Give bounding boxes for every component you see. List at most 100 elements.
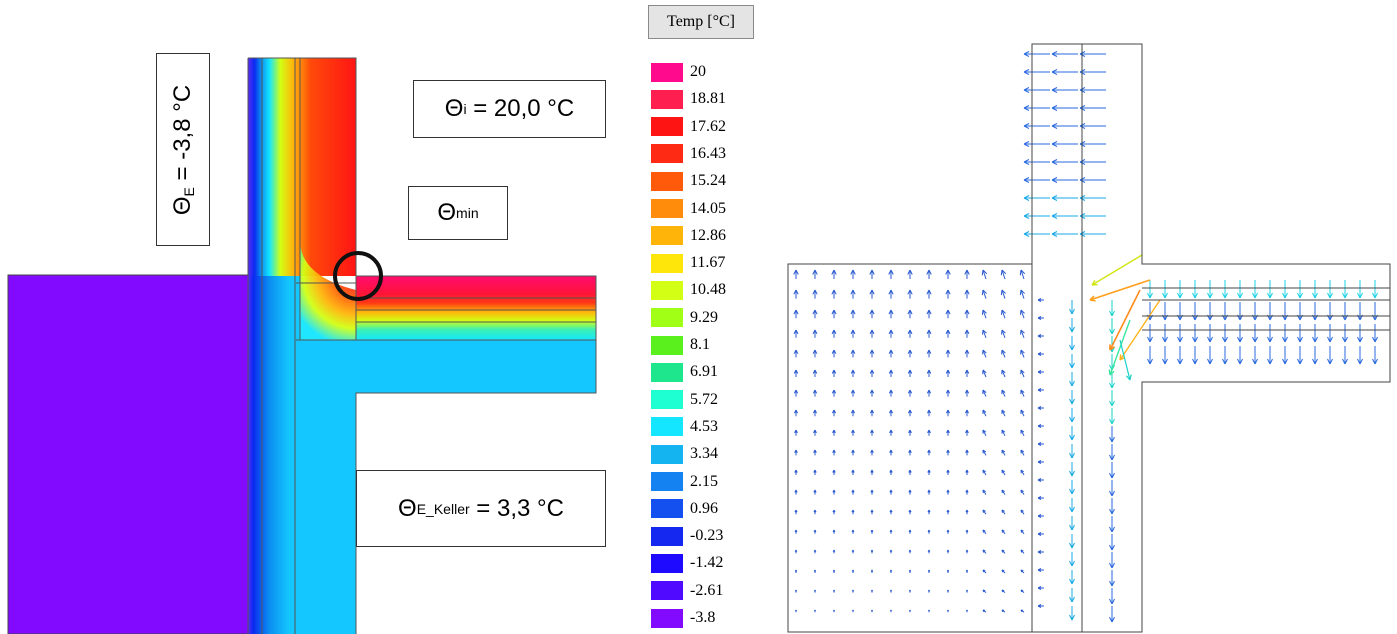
flux-arrow-head — [1037, 370, 1042, 374]
flux-arrow-head — [813, 589, 817, 592]
flux-arrow-head — [1109, 454, 1115, 461]
flux-arrow-head — [812, 349, 818, 354]
flux-arrow-head — [1237, 292, 1243, 299]
legend-item: 2.15 — [651, 472, 718, 492]
legend-item: 6.91 — [651, 362, 718, 382]
legend-label: 16.43 — [690, 144, 726, 162]
flux-arrow-head — [965, 449, 969, 453]
flux-arrow-head — [1327, 336, 1333, 343]
legend-label: 17.62 — [690, 117, 726, 135]
flux-arrow-head — [1282, 336, 1288, 343]
legend-label: -3.8 — [690, 609, 716, 626]
flux-arrow-head — [1023, 159, 1030, 165]
legend-label: 8.1 — [690, 336, 710, 353]
flux-arrow-head — [982, 349, 987, 355]
flux-arrow-head — [965, 469, 969, 473]
flux-arrow-head — [794, 449, 798, 453]
flux-arrow — [1119, 299, 1161, 361]
flux-arrow-head — [1207, 358, 1213, 365]
flux-arrow-head — [1019, 269, 1026, 276]
flux-arrow-head — [889, 469, 893, 473]
flux-arrow — [982, 389, 987, 397]
flux-arrow-head — [1023, 69, 1030, 75]
flux-arrow-head — [908, 429, 912, 434]
flux-arrow — [1020, 329, 1025, 338]
flux-arrow-head — [908, 569, 912, 572]
legend-swatch — [651, 117, 683, 137]
flux-arrow-head — [794, 469, 798, 473]
flux-arrow-head — [1252, 336, 1258, 343]
flux-arrow — [1020, 269, 1025, 280]
legend-swatch — [651, 390, 683, 410]
corner-zone — [300, 240, 356, 340]
flux-arrow-head — [832, 529, 836, 533]
flux-arrow-head — [793, 389, 799, 394]
flux-arrow — [1020, 369, 1025, 378]
flux-arrow-head — [794, 549, 798, 552]
legend-swatch — [651, 308, 683, 328]
flux-arrow-head — [813, 449, 817, 453]
flux-arrow-head — [964, 349, 970, 354]
flux-arrow-head — [1001, 489, 1005, 494]
flux-arrow-head — [794, 429, 798, 434]
flux-arrow-head — [1001, 529, 1005, 533]
flux-arrow-head — [1237, 336, 1243, 343]
flux-arrow-head — [888, 269, 894, 275]
flux-arrow-head — [1051, 195, 1058, 201]
flux-arrow-head — [1147, 358, 1153, 365]
flux-arrow-head — [1023, 141, 1030, 147]
flux-arrow-head — [926, 289, 932, 295]
flux-arrow-head — [833, 609, 835, 612]
flux-arrow-head — [1020, 369, 1025, 375]
flux-arrow — [1001, 269, 1006, 280]
flux-arrow-head — [908, 469, 912, 473]
flux-arrow-head — [908, 549, 912, 552]
flux-arrow-head — [981, 289, 987, 296]
flux-arrow — [1119, 339, 1131, 381]
flux-arrow-head — [926, 269, 932, 275]
flux-arrow-head — [888, 309, 894, 315]
flux-arrow-head — [812, 289, 818, 295]
flux-arrow-head — [1020, 329, 1025, 335]
flux-arrow-head — [813, 409, 817, 414]
flux-arrow-head — [1069, 614, 1075, 621]
flux-arrow-head — [946, 429, 950, 434]
flux-arrow-head — [965, 549, 969, 552]
flux-arrow-head — [946, 569, 950, 572]
flux-arrow-head — [1020, 469, 1025, 474]
flux-arrow-head — [907, 369, 913, 374]
theta-e-sub: E — [181, 186, 198, 196]
flux-arrow-head — [1089, 295, 1096, 302]
legend-item: 16.43 — [651, 144, 726, 164]
flux-arrow-head — [832, 569, 836, 572]
flux-arrow-head — [1297, 292, 1303, 299]
theta-i-symbol: Θ — [444, 95, 464, 122]
flux-arrow — [1109, 319, 1131, 376]
legend-label: 15.24 — [690, 172, 726, 190]
flux-arrow-head — [1020, 489, 1024, 494]
flux-arrow-head — [982, 449, 987, 454]
flux-arrow-head — [945, 349, 951, 354]
flux-arrow-head — [1023, 105, 1030, 111]
flux-arrow-head — [965, 569, 969, 572]
flux-arrow-head — [982, 429, 987, 434]
flux-arrow-head — [1019, 289, 1025, 296]
flux-arrow-head — [927, 509, 931, 513]
flux-arrow-head — [1177, 358, 1183, 365]
flux-arrow-head — [831, 329, 837, 335]
legend-item: 14.05 — [651, 199, 726, 219]
flux-arrow-head — [1109, 436, 1115, 443]
flux-arrow-head — [812, 329, 818, 335]
flux-arrow-head — [1222, 292, 1228, 299]
legend-label: 6.91 — [690, 363, 718, 381]
flux-arrow-head — [1020, 509, 1024, 513]
legend-item: 3.34 — [651, 444, 718, 464]
component-outlines — [247, 57, 597, 634]
flux-arrow-head — [982, 409, 987, 414]
flux-arrow-head — [1001, 569, 1005, 573]
legend-label: 14.05 — [690, 199, 726, 217]
flux-arrow-head — [1357, 292, 1363, 299]
flux-arrow-head — [832, 549, 836, 552]
flux-arrow-head — [832, 469, 836, 473]
